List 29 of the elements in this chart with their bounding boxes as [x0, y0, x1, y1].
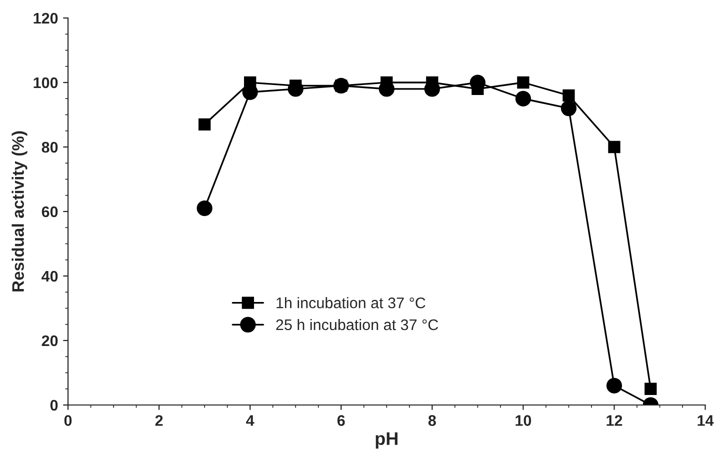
x-tick-label: 2 — [155, 415, 163, 426]
x-tick-label: 14 — [698, 415, 714, 426]
point — [644, 382, 657, 395]
y-tick-label: 60 — [42, 206, 58, 218]
x-tick-label: 10 — [516, 415, 532, 426]
y-axis-title: Residual activity (%) — [12, 131, 28, 292]
point — [198, 118, 211, 130]
y-tick-label: 0 — [50, 400, 58, 411]
point — [244, 76, 256, 89]
point — [196, 200, 212, 216]
x-tick-label: 6 — [337, 415, 345, 426]
y-tick-label: 120 — [34, 12, 58, 24]
point — [606, 378, 622, 394]
y-tick-label: 20 — [42, 335, 58, 346]
legend-label: 25 h incubation at 37 °C — [276, 318, 438, 330]
x-tick-label: 0 — [64, 415, 72, 426]
x-axis-title: pH — [376, 432, 398, 449]
point — [608, 140, 620, 154]
y-tick-label: 40 — [42, 270, 58, 282]
x-tick-label: 4 — [246, 415, 254, 426]
y-tick-label: 100 — [34, 77, 58, 88]
legend-label: 1h incubation at 37 °C — [276, 297, 426, 308]
x-tick-label: 12 — [606, 415, 622, 426]
point — [560, 100, 577, 116]
x-tick-label: 8 — [428, 415, 436, 426]
point — [562, 89, 575, 102]
y-tick-label: 80 — [42, 142, 58, 153]
point — [515, 90, 532, 106]
point — [517, 76, 530, 89]
